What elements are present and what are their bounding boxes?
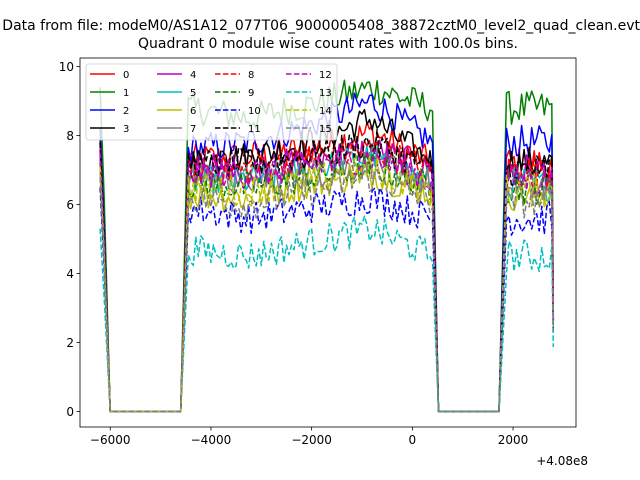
series-line-13 [99,215,555,413]
legend-label-6: 6 [190,106,196,117]
legend-label-2: 2 [123,106,129,117]
legend-box [85,63,338,141]
series-line-9 [99,153,555,413]
series-line-5 [99,142,555,413]
y-tick-label: 4 [66,267,74,281]
legend-label-11: 11 [248,124,261,135]
y-tick-label: 2 [66,336,74,350]
y-tick-label: 8 [66,129,74,143]
series-line-0 [99,121,555,413]
series-line-14 [99,156,555,413]
x-tick-label: 0 [409,433,417,447]
legend-label-8: 8 [248,70,254,81]
legend-label-10: 10 [248,106,261,117]
legend-label-7: 7 [190,124,196,135]
x-tick-label: −4000 [191,433,232,447]
series-line-12 [99,148,555,413]
series-line-11 [99,128,555,413]
y-tick-label: 0 [66,405,74,419]
series-line-6 [99,161,555,413]
x-tick-label: 2000 [498,433,529,447]
legend-label-15: 15 [319,124,332,135]
x-offset-label: +4.08e8 [536,454,588,468]
legend-label-14: 14 [319,106,332,117]
figure-suptitle-text: Data from file: modeM0/AS1A12_077T06_900… [2,18,640,34]
legend-label-5: 5 [190,88,196,99]
legend-label-1: 1 [123,88,129,99]
legend-label-12: 12 [319,70,332,81]
series-line-7 [99,151,555,413]
legend-label-0: 0 [123,70,129,81]
legend-label-9: 9 [248,88,254,99]
series-line-15 [99,167,555,413]
x-tick-label: −2000 [291,433,332,447]
y-tick-label: 6 [66,198,74,212]
legend-label-3: 3 [123,124,129,135]
x-tick-label: −6000 [90,433,131,447]
legend-label-13: 13 [319,88,332,99]
chart-title: Quadrant 0 module wise count rates with … [138,36,518,52]
axes-frame [79,57,577,428]
series-line-10 [99,187,555,413]
legend-label-4: 4 [190,70,196,81]
series-line-8 [99,139,555,413]
figure-suptitle: Data from file: modeM0/AS1A12_077T06_900… [0,18,640,38]
y-tick-label: 10 [59,60,74,74]
